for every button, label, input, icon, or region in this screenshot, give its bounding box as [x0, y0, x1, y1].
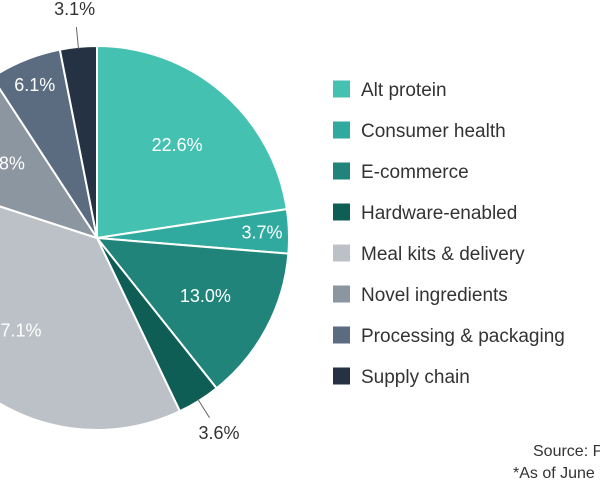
legend-label-meal-kits-and-delivery: Meal kits & delivery	[361, 244, 525, 265]
leader-lines	[75, 26, 210, 418]
legend-item-hardware-enabled: Hardware-enabled	[333, 203, 517, 224]
slice-label-supply-chain: 3.1%	[54, 0, 95, 19]
slice-label-processing-and-packaging: 6.1%	[14, 75, 55, 95]
legend-swatch-supply-chain	[333, 367, 350, 385]
legend-label-alt-protein: Alt protein	[361, 80, 447, 101]
legend-swatch-e-commerce	[333, 162, 350, 180]
slice-e-commerce	[94, 236, 290, 390]
slice-label-alt-protein: 22.6%	[152, 135, 203, 155]
legend-item-meal-kits-and-delivery: Meal kits & delivery	[333, 244, 525, 265]
slice-meal-kits-and-delivery	[0, 205, 182, 431]
legend-swatch-novel-ingredients	[333, 285, 350, 303]
legend-label-e-commerce: E-commerce	[361, 162, 469, 183]
legend-swatch-hardware-enabled	[333, 203, 350, 221]
slice-alt-protein	[96, 44, 288, 240]
legend-swatch-alt-protein	[333, 80, 350, 98]
legend-item-novel-ingredients: Novel ingredients	[333, 285, 508, 306]
legend-item-supply-chain: Supply chain	[333, 367, 470, 388]
leader-line-supply-chain	[75, 26, 79, 49]
slice-label-consumer-health: 3.7%	[241, 222, 282, 242]
slice-label-e-commerce: 13.0%	[180, 286, 231, 306]
slice-label-meal-kits-and-delivery: 37.1%	[0, 320, 42, 340]
legend-label-novel-ingredients: Novel ingredients	[361, 285, 508, 306]
legend-swatch-processing-and-packaging	[333, 326, 350, 344]
slice-labels: 22.6% 3.7% 13.0% 3.6% 37.1% 10.8% 6.1% 3.1%	[0, 0, 283, 443]
legend-item-processing-and-packaging: Processing & packaging	[333, 326, 565, 347]
legend-item-e-commerce: E-commerce	[333, 162, 469, 183]
legend-swatch-consumer-health	[333, 121, 350, 139]
as-of-note: *As of June 30, 2024	[513, 465, 600, 482]
legend-item-consumer-health: Consumer health	[333, 121, 506, 142]
slice-label-hardware-enabled: 3.6%	[198, 423, 239, 443]
leader-line-hardware-enabled	[197, 398, 210, 418]
legend-label-consumer-health: Consumer health	[361, 121, 506, 142]
legend-item-alt-protein: Alt protein	[333, 80, 447, 101]
legend-label-processing-and-packaging: Processing & packaging	[361, 326, 565, 347]
legend-label-hardware-enabled: Hardware-enabled	[361, 203, 517, 224]
slice-label-novel-ingredients: 10.8%	[0, 153, 25, 173]
legend-swatch-meal-kits-and-delivery	[333, 244, 350, 262]
source-note: Source: PitchBook	[533, 443, 600, 460]
legend-label-supply-chain: Supply chain	[361, 367, 470, 388]
pie-slices	[0, 44, 290, 431]
legend: Alt protein Consumer health E-commerce Hard…	[333, 80, 565, 388]
